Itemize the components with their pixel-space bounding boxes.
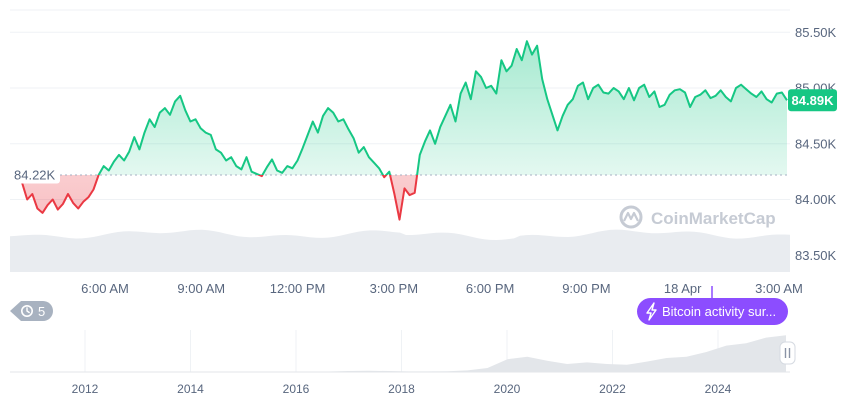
year-tick-label: 2020 (494, 382, 521, 396)
range-handle[interactable] (779, 341, 796, 365)
watermark-text: CoinMarketCap (651, 209, 776, 228)
time-tick-label: 18 Apr (664, 281, 702, 296)
year-tick-label: 2012 (72, 382, 99, 396)
time-tick-label: 3:00 AM (755, 281, 803, 296)
price-line-above (16, 40, 788, 176)
area-above-reference (17, 41, 787, 176)
price-tick-label: 85.50K (795, 25, 837, 40)
price-line (16, 40, 788, 221)
year-tick-label: 2022 (599, 382, 626, 396)
history-button[interactable]: 5 (10, 301, 53, 321)
price-tick-label: 84.50K (795, 136, 837, 151)
current-price-badge: 84.89K (788, 89, 837, 112)
price-tick-label: 84.00K (795, 192, 837, 207)
current-price: 84.89K (792, 93, 835, 108)
time-tick-label: 9:00 AM (177, 281, 225, 296)
reference-value: 84.22K (14, 168, 56, 183)
lightning-icon (646, 302, 657, 321)
overview-year-axis: 2012 2014 2016 2018 2020 2022 2024 (72, 382, 732, 396)
time-tick-label: 9:00 PM (562, 281, 610, 296)
event-badge[interactable]: Bitcoin activity sur... (637, 286, 788, 325)
coinmarketcap-logo-icon (619, 205, 643, 229)
year-tick-label: 2024 (705, 382, 732, 396)
coinmarketcap-logo-wave (623, 211, 639, 222)
volume-area (10, 229, 790, 272)
year-tick-label: 2018 (388, 382, 415, 396)
time-tick-label: 12:00 PM (270, 281, 326, 296)
price-line-below (16, 175, 419, 221)
time-tick-label: 6:00 AM (81, 281, 129, 296)
overview-chart[interactable]: 2012 2014 2016 2018 2020 2022 2024 (10, 330, 796, 396)
history-clock-icon (20, 304, 33, 317)
time-tick-label: 3:00 PM (370, 281, 418, 296)
year-tick-label: 2016 (283, 382, 310, 396)
price-tick-label: 83.50K (795, 248, 837, 263)
overview-area (10, 335, 786, 372)
price-area (17, 41, 787, 220)
time-tick-label: 6:00 PM (466, 281, 514, 296)
year-tick-label: 2014 (177, 382, 204, 396)
event-badge-text: Bitcoin activity sur... (662, 304, 776, 319)
coinmarketcap-watermark: CoinMarketCap (619, 205, 776, 229)
reference-label: 84.22K (10, 166, 60, 184)
pause-icon (784, 348, 791, 358)
history-count: 5 (38, 304, 45, 319)
time-axis: 6:00 AM 9:00 AM 12:00 PM 3:00 PM 6:00 PM 9:00… (81, 281, 803, 296)
